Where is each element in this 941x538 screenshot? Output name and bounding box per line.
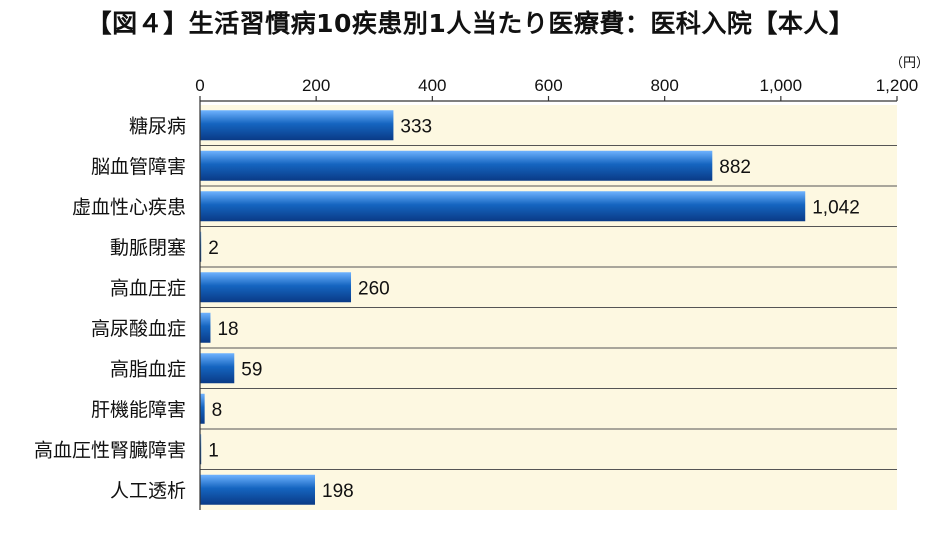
x-tick-label: 800 — [650, 76, 678, 95]
value-label: 59 — [241, 359, 262, 380]
category-label: 高血圧性腎臓障害 — [34, 439, 186, 461]
bar — [200, 231, 202, 262]
value-label: 1 — [208, 440, 219, 461]
x-tick-label: 0 — [195, 76, 204, 95]
x-tick-label: 400 — [418, 76, 446, 95]
bar — [200, 474, 316, 505]
bar — [200, 353, 235, 384]
chart-title: 【図４】生活習慣病10疾患別1人当たり医療費：医科入院【本人】 — [86, 9, 855, 38]
value-label: 882 — [719, 157, 751, 178]
x-tick-label: 1,200 — [876, 76, 919, 95]
category-label: 高尿酸血症 — [91, 318, 186, 340]
value-label: 260 — [358, 278, 390, 299]
category-label: 糖尿病 — [129, 115, 186, 137]
category-label: 動脈閉塞 — [110, 237, 186, 259]
unit-label: （円） — [890, 56, 930, 71]
bar — [200, 434, 202, 465]
bar — [200, 191, 806, 222]
value-label: 198 — [322, 481, 354, 502]
value-label: 333 — [400, 116, 432, 137]
bar — [200, 393, 205, 424]
x-tick-label: 1,000 — [760, 76, 803, 95]
category-label: 肝機能障害 — [91, 399, 186, 421]
bar — [200, 312, 211, 343]
value-label: 18 — [217, 319, 238, 340]
value-label: 1,042 — [812, 197, 860, 218]
category-label: 虚血性心疾患 — [72, 196, 186, 218]
bar — [200, 272, 352, 303]
category-label: 高血圧症 — [110, 277, 186, 299]
category-label: 人工透析 — [110, 480, 186, 502]
value-label: 2 — [208, 238, 219, 259]
value-label: 8 — [212, 400, 223, 421]
category-label: 高脂血症 — [110, 358, 186, 380]
bar — [200, 110, 394, 141]
x-tick-label: 600 — [534, 76, 562, 95]
x-tick-label: 200 — [302, 76, 330, 95]
category-label: 脳血管障害 — [91, 156, 186, 178]
bar — [200, 150, 713, 181]
